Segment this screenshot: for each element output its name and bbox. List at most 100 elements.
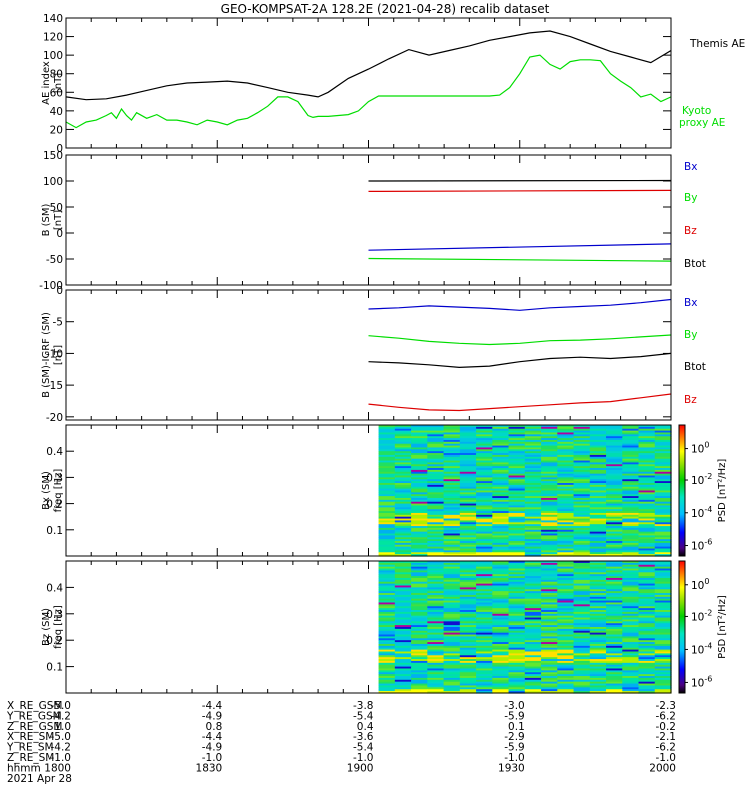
spectrogram-cell [622, 602, 640, 605]
spectrogram-cell [394, 484, 412, 488]
spectrogram-cell [443, 511, 461, 514]
spectrogram-cell [573, 529, 591, 533]
spectrogram-cell [638, 660, 656, 664]
spectrogram-cell [443, 662, 461, 666]
spectrogram-cell [492, 552, 510, 555]
spectrogram-cell [443, 677, 461, 681]
spectrogram-cell [524, 460, 542, 464]
orbit-row-label: Y_RE_GSM [6, 710, 62, 722]
spectrogram-cell [476, 610, 493, 613]
spectrogram-cell [378, 562, 396, 566]
spectrogram-cell [394, 449, 412, 452]
spectrogram-cell [508, 613, 526, 617]
spectrogram-cell [508, 610, 526, 613]
spectrogram-cell [557, 516, 575, 520]
spectrogram-cell [638, 449, 656, 452]
panel-frame [65, 424, 672, 557]
spectrogram-cell [589, 651, 607, 654]
spectrogram-cell [524, 527, 542, 531]
legend-bz: Bz [684, 225, 697, 237]
spectrogram-cell [476, 659, 493, 662]
spectrogram-cell [492, 602, 510, 605]
spectrogram-cell [411, 548, 428, 551]
spectrogram-cell [378, 568, 396, 572]
spectrogram-cell [508, 499, 526, 503]
spectrogram-cell [508, 522, 526, 525]
spectrogram-cell [411, 659, 428, 662]
spectrogram-cell [524, 548, 542, 551]
spectrogram-cell [541, 591, 558, 594]
spectrogram-cell [443, 483, 461, 486]
spectrogram-cell [573, 568, 591, 572]
spectrogram-cell [573, 483, 591, 486]
spectrogram-cell [638, 554, 656, 557]
spectrogram-cell [573, 468, 591, 471]
spectrogram-cell [638, 428, 656, 432]
spectrogram-cell [541, 676, 558, 679]
spectrogram-cell [492, 581, 510, 585]
spectrogram-cell [622, 546, 640, 550]
spectrogram-cell [411, 653, 428, 656]
spectrogram-cell [476, 645, 493, 649]
spectrogram-cell [411, 691, 428, 694]
spectrogram-cell [573, 526, 591, 529]
spectrogram-cell [541, 544, 558, 548]
spectrogram-cell [654, 490, 672, 493]
spectrogram-cell [476, 566, 493, 570]
spectrogram-cell [638, 539, 656, 542]
spectrogram-cell [476, 507, 493, 510]
orbit-value: 1.0 [54, 721, 71, 733]
spectrogram-cell [541, 589, 558, 592]
spectrogram-cell [427, 627, 445, 630]
spectrogram-cell [492, 511, 510, 514]
orbit-value: -3.6 [353, 731, 374, 743]
spectrogram-cell [459, 552, 477, 555]
spectrogram-cell [427, 541, 445, 544]
spectrogram-cell [622, 610, 640, 613]
spectrogram-cell [654, 507, 672, 510]
spectrogram-cell [378, 625, 396, 628]
spectrogram-cell [606, 503, 623, 507]
spectrogram-cell [557, 518, 575, 522]
spectrogram-cell [443, 568, 461, 572]
spectrogram-cell [638, 668, 656, 671]
spectrogram-cell [492, 520, 510, 523]
y-tick-label: -10 [46, 348, 63, 360]
spectrogram-cell [557, 438, 575, 441]
spectrogram-cell [638, 589, 656, 592]
spectrogram-cell [411, 542, 428, 546]
spectrogram-cell [541, 602, 558, 605]
orbit-value: -2.3 [656, 700, 677, 712]
spectrogram-cell [589, 643, 607, 647]
spectrogram-cell [589, 497, 607, 501]
spectrogram-cell [411, 497, 428, 501]
spectrogram-cell [541, 527, 558, 531]
spectrogram-cell [606, 630, 623, 634]
spectrogram-cell [427, 570, 445, 573]
spectrogram-cell [524, 490, 542, 493]
spectrogram-cell [638, 490, 656, 493]
spectrogram-cell [557, 630, 575, 634]
spectrogram-cell [394, 490, 412, 493]
spectrogram-cell [427, 659, 445, 662]
spectrogram-cell [589, 574, 607, 577]
spectrogram-cell [508, 516, 526, 520]
spectrogram-cell [492, 512, 510, 516]
spectrogram-cell [573, 460, 591, 464]
spectrogram-cell [427, 600, 445, 604]
spectrogram-cell [508, 653, 526, 656]
spectrogram-cell [443, 451, 461, 454]
spectrogram-cell [606, 425, 623, 428]
spectrogram-cell [622, 566, 640, 570]
legend-by: By [684, 192, 697, 204]
spectrogram-cell [508, 535, 526, 538]
y-tick-label: 40 [50, 106, 63, 118]
spectrogram-cell [622, 664, 640, 668]
spectrogram-cell [557, 526, 575, 529]
spectrogram-cell [557, 679, 575, 683]
spectrogram-cell [508, 681, 526, 685]
spectrogram-cell [508, 606, 526, 609]
spectrogram-cell [557, 541, 575, 544]
spectrogram-cell [443, 527, 461, 531]
spectrogram-cell [492, 630, 510, 634]
